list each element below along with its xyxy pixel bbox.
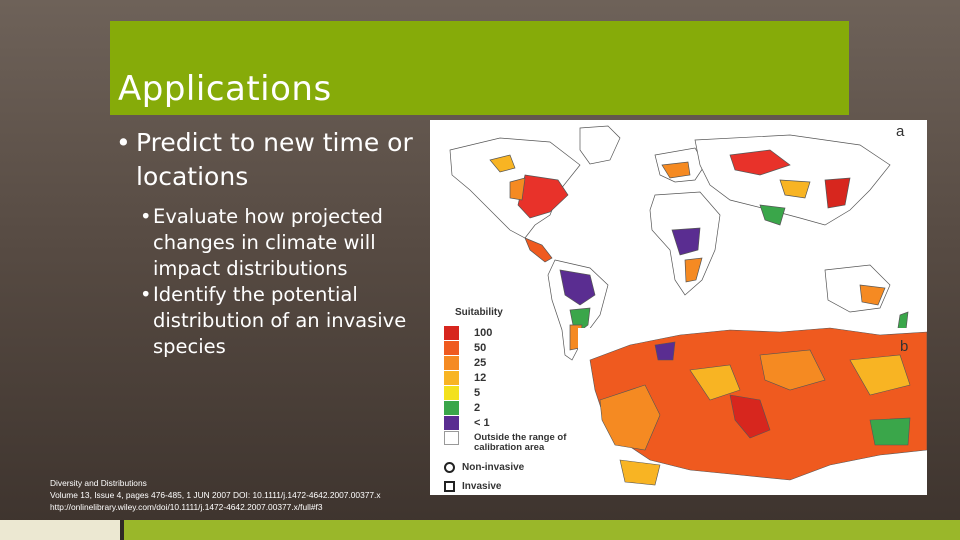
legend-label: 5 <box>474 387 481 399</box>
suitability-map-figure: a b Suitability 100 50 25 12 5 2 < 1 <box>430 120 927 495</box>
legend-swatch <box>444 326 459 340</box>
citation-url[interactable]: http://onlinelibrary.wiley.com/doi/10.11… <box>50 502 323 513</box>
legend-swatch <box>444 386 459 400</box>
footer-accent-green <box>124 520 960 540</box>
citation-volume: Volume 13, Issue 4, pages 476-485, 1 JUN… <box>50 490 381 501</box>
legend-swatch <box>444 341 459 355</box>
marker-label: Invasive <box>462 481 502 492</box>
legend-label: 2 <box>474 402 481 414</box>
marker-label: Non-invasive <box>462 462 525 473</box>
sub-bullet: Identify the potential distribution of a… <box>116 282 428 360</box>
legend-item: 50 <box>444 341 584 355</box>
legend-label: < 1 <box>474 417 490 429</box>
sub-bullet-list: Evaluate how projected changes in climat… <box>116 204 428 360</box>
footer-accent-light <box>0 520 120 540</box>
legend-title: Suitability <box>455 307 503 318</box>
legend-swatch <box>444 416 459 430</box>
circle-marker-icon <box>444 462 455 473</box>
slide-title: Applications <box>118 69 332 109</box>
legend-item: Outside the range of calibration area <box>444 431 584 453</box>
legend-label: 100 <box>474 327 493 339</box>
legend-swatch <box>444 356 459 370</box>
bullet-level1: Predict to new time or locations <box>116 126 428 194</box>
sub-bullet: Evaluate how projected changes in climat… <box>116 204 428 282</box>
legend-label: Outside the range of calibration area <box>474 432 567 453</box>
map-image <box>449 125 927 495</box>
europe-map <box>578 327 927 495</box>
citation-journal: Diversity and Distributions <box>50 478 147 488</box>
title-bar: Applications <box>110 21 849 115</box>
legend-swatch <box>444 431 459 445</box>
legend-item: 100 <box>444 326 584 340</box>
legend-label: 25 <box>474 357 487 369</box>
footer-divider <box>120 520 124 540</box>
legend-item: 25 <box>444 356 584 370</box>
bullet-list: Predict to new time or locations Evaluat… <box>116 126 428 360</box>
legend-label: 12 <box>474 372 487 384</box>
legend-item: < 1 <box>444 416 584 430</box>
citation: Diversity and Distributions Volume 13, I… <box>50 477 381 514</box>
legend-label: 50 <box>474 342 487 354</box>
legend-item: 12 <box>444 371 584 385</box>
legend-item: 2 <box>444 401 584 415</box>
legend-item: 5 <box>444 386 584 400</box>
panel-label-b: b <box>900 338 909 355</box>
square-marker-icon <box>444 481 455 492</box>
legend-swatch <box>444 401 459 415</box>
panel-label-a: a <box>896 123 905 140</box>
world-map <box>449 125 909 361</box>
legend-swatch <box>444 371 459 385</box>
